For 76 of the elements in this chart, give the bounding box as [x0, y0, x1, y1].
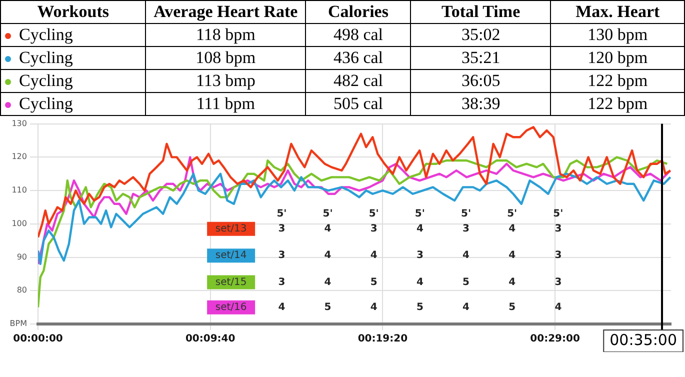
x-tick-label: 00:19:20	[358, 334, 408, 345]
text: 122 bpm	[588, 71, 648, 90]
text: 113 bmp	[196, 71, 256, 90]
annotation: 4	[370, 302, 378, 313]
text: Calories	[328, 2, 388, 21]
text: Workouts	[37, 2, 109, 21]
text: 118 bpm	[196, 25, 256, 44]
text: 120 bpm	[588, 48, 648, 67]
annotation: 3	[554, 276, 562, 288]
annotation: 4	[554, 302, 562, 313]
annotation: 5'	[368, 208, 379, 220]
text: 505 cal	[333, 94, 384, 113]
x-tick-label: 00:09:40	[185, 334, 236, 345]
annotation: 3	[278, 276, 286, 288]
annotation: 3	[554, 250, 562, 262]
text: 36:05	[461, 71, 500, 90]
text: 130 bpm	[588, 25, 648, 44]
annotation: 3	[416, 250, 424, 262]
annotation: 5	[324, 302, 332, 313]
annotation: 5'	[276, 208, 287, 220]
annotation: 5'	[507, 208, 518, 220]
text: Cycling	[19, 94, 73, 113]
annotation: 4	[462, 250, 470, 262]
annotation: 5'	[414, 208, 425, 220]
annotation: 3	[554, 224, 562, 234]
text: 436 cal	[333, 48, 384, 67]
text: Cycling	[19, 48, 73, 67]
text: 00:35:00	[610, 330, 678, 349]
annotation: 5'	[322, 208, 333, 220]
annotation: 5	[370, 276, 378, 288]
text: 35:21	[461, 48, 500, 67]
x-tick-label: 00:29:00	[530, 334, 580, 345]
y-tick-label: 100	[12, 218, 27, 228]
text: 482 cal	[333, 71, 384, 90]
annotation: 5	[416, 302, 424, 313]
text: Max. Heart	[576, 2, 660, 21]
annotation: 5	[462, 276, 470, 288]
annotation: 4	[324, 224, 332, 234]
annotation: 3	[278, 224, 286, 234]
y-tick-label: 130	[12, 118, 27, 128]
annotation: 4	[416, 276, 424, 288]
text: Cycling	[19, 71, 73, 90]
annotation: 4	[324, 250, 332, 262]
y-tick-label: 110	[12, 186, 27, 195]
annotation: 5'	[461, 208, 472, 220]
annotation: 5	[508, 302, 516, 313]
y-tick-label: 120	[12, 152, 27, 162]
annotation: 4	[416, 224, 424, 234]
text: Total Time	[442, 2, 520, 21]
annotation: 3	[370, 224, 378, 234]
text: Average Heart Rate	[154, 2, 298, 21]
y-tick-label: 90	[16, 252, 27, 262]
annotation: 4	[462, 302, 470, 313]
annotation: 4	[508, 224, 516, 234]
annotation: 5'	[553, 208, 564, 220]
text: set/16	[215, 302, 247, 313]
text: set/13	[215, 224, 247, 234]
annotation: 3	[462, 224, 470, 234]
text: 35:02	[461, 25, 500, 44]
y-tick-label: BPM	[10, 319, 28, 328]
y-tick-label: 80	[16, 286, 27, 295]
x-tick-label: 00:00:00	[13, 334, 63, 345]
text: set/15	[215, 276, 247, 288]
annotation: 4	[324, 276, 332, 288]
annotation: 3	[278, 250, 286, 262]
annotation: 4	[370, 250, 378, 262]
text: 111 bpm	[196, 94, 256, 113]
text: 108 bpm	[196, 48, 256, 67]
text: Cycling	[19, 25, 73, 44]
annotation: 4	[278, 302, 286, 313]
text: 498 cal	[333, 25, 384, 44]
annotation: 4	[508, 276, 516, 288]
text: 38:39	[461, 94, 500, 113]
annotation: 4	[508, 250, 516, 262]
text: set/14	[215, 250, 247, 262]
text: 122 bpm	[588, 94, 648, 113]
